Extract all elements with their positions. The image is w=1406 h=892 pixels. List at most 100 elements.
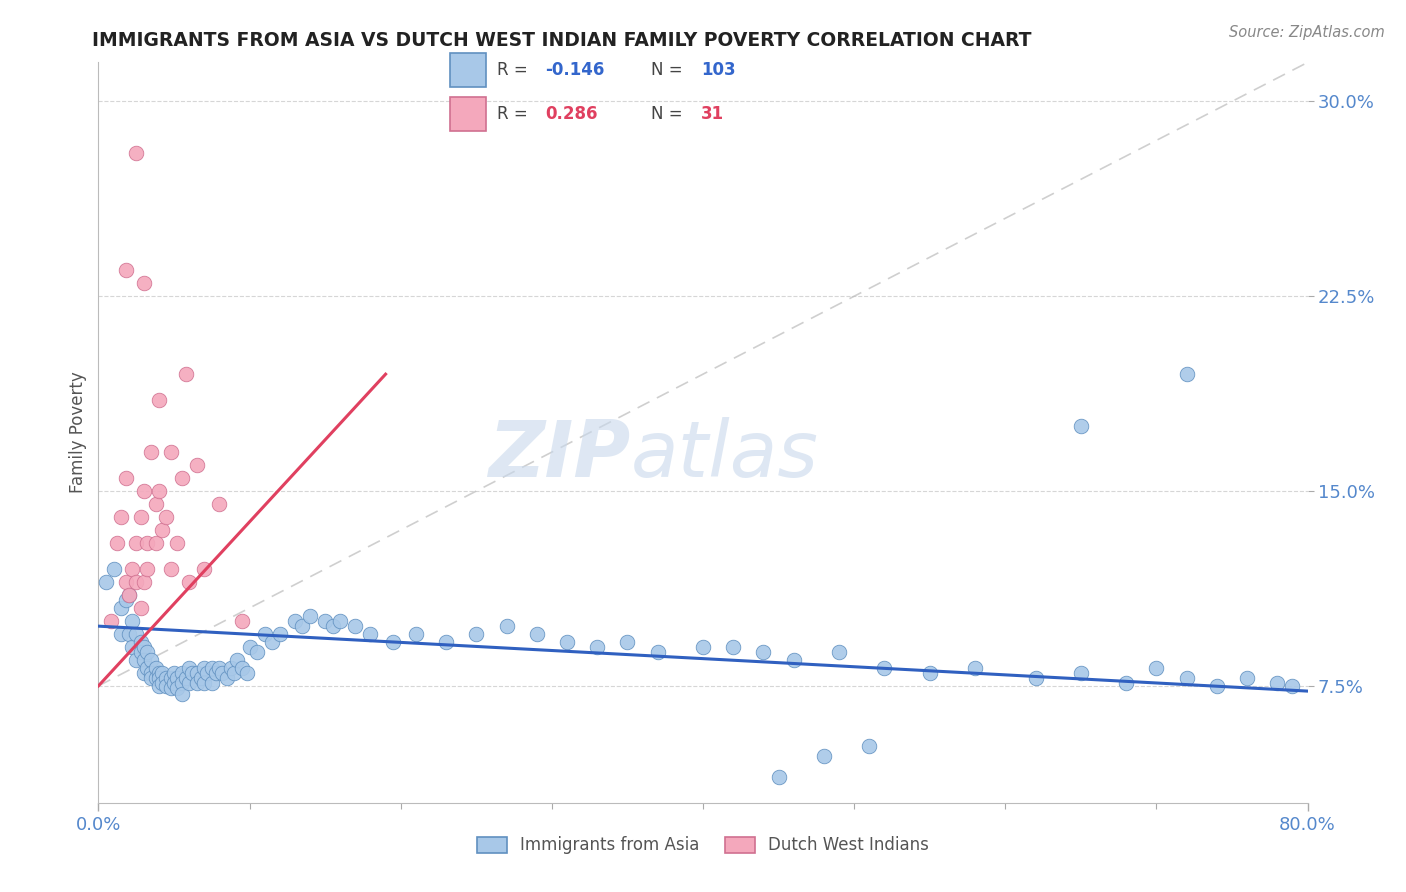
Point	[163, 676, 186, 690]
Point	[231, 661, 253, 675]
Point	[186, 676, 208, 690]
Point	[221, 661, 243, 675]
Point	[1267, 676, 1289, 690]
Point	[166, 536, 188, 550]
Point	[586, 640, 609, 654]
Point	[226, 653, 249, 667]
Point	[1115, 676, 1137, 690]
Point	[205, 665, 228, 680]
Point	[135, 645, 157, 659]
Point	[269, 627, 291, 641]
Bar	[450, 97, 486, 131]
Point	[1024, 671, 1046, 685]
Point	[616, 634, 638, 648]
Point	[160, 445, 183, 459]
Point	[132, 277, 155, 291]
Point	[114, 574, 136, 589]
Point	[132, 665, 155, 680]
Point	[752, 645, 775, 659]
Point	[155, 510, 177, 524]
Point	[1281, 679, 1303, 693]
Point	[125, 536, 148, 550]
Point	[1236, 671, 1258, 685]
Point	[125, 627, 148, 641]
Point	[555, 634, 578, 648]
Text: Source: ZipAtlas.com: Source: ZipAtlas.com	[1229, 25, 1385, 40]
Point	[110, 627, 132, 641]
Point	[118, 627, 141, 641]
Point	[495, 619, 517, 633]
Point	[129, 510, 152, 524]
Point	[135, 562, 157, 576]
Point	[121, 640, 143, 654]
Point	[186, 665, 208, 680]
Legend: Immigrants from Asia, Dutch West Indians: Immigrants from Asia, Dutch West Indians	[471, 830, 935, 861]
Point	[299, 608, 322, 623]
Point	[132, 484, 155, 499]
Text: R =: R =	[496, 61, 533, 78]
Point	[284, 614, 307, 628]
Text: 103: 103	[702, 61, 735, 78]
Point	[174, 671, 197, 685]
Point	[114, 263, 136, 277]
Text: 31: 31	[702, 105, 724, 123]
Point	[193, 676, 215, 690]
Point	[166, 671, 188, 685]
Point	[434, 634, 457, 648]
Point	[148, 671, 170, 685]
Point	[179, 574, 201, 589]
Point	[215, 671, 238, 685]
Point	[118, 588, 141, 602]
Point	[125, 574, 148, 589]
Point	[1144, 661, 1167, 675]
Point	[208, 497, 231, 511]
Point	[135, 536, 157, 550]
Point	[141, 445, 163, 459]
Point	[155, 671, 177, 685]
Point	[768, 770, 790, 784]
Point	[858, 739, 880, 753]
Point	[100, 614, 122, 628]
Point	[141, 665, 163, 680]
Point	[129, 634, 152, 648]
Point	[314, 614, 336, 628]
Point	[965, 661, 987, 675]
Point	[235, 665, 257, 680]
Point	[103, 562, 125, 576]
Point	[783, 653, 806, 667]
Point	[118, 588, 141, 602]
Point	[211, 665, 233, 680]
Point	[239, 640, 262, 654]
Point	[360, 627, 382, 641]
Point	[873, 661, 896, 675]
Point	[208, 661, 231, 675]
Point	[150, 676, 173, 690]
Point	[105, 536, 128, 550]
Point	[121, 562, 143, 576]
Text: N =: N =	[651, 61, 688, 78]
Text: N =: N =	[651, 105, 688, 123]
Point	[145, 536, 167, 550]
Point	[179, 676, 201, 690]
Point	[145, 671, 167, 685]
Point	[329, 614, 352, 628]
Point	[918, 665, 941, 680]
Point	[121, 614, 143, 628]
Point	[94, 574, 117, 589]
Point	[1070, 419, 1092, 434]
Point	[155, 679, 177, 693]
Text: ZIP: ZIP	[488, 417, 630, 493]
Point	[179, 661, 201, 675]
Point	[1070, 665, 1092, 680]
Point	[170, 676, 193, 690]
Point	[193, 562, 215, 576]
Point	[465, 627, 488, 641]
Point	[166, 681, 188, 696]
Point	[231, 614, 253, 628]
Point	[150, 523, 173, 537]
Point	[125, 653, 148, 667]
Text: R =: R =	[496, 105, 533, 123]
Point	[828, 645, 851, 659]
Point	[692, 640, 714, 654]
Point	[141, 671, 163, 685]
